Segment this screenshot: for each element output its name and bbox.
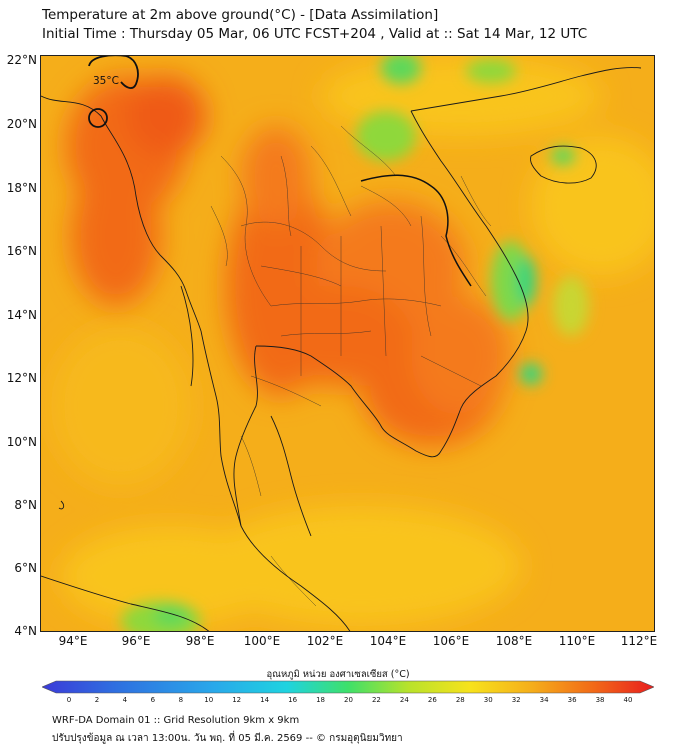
temperature-map: 35°C bbox=[40, 55, 655, 632]
colorbar-tick-label: 6 bbox=[150, 696, 156, 704]
colorbar bbox=[42, 680, 654, 694]
contour-label: 35°C bbox=[93, 75, 119, 87]
contour-35c bbox=[88, 56, 139, 128]
lon-label-94: 94°E bbox=[58, 634, 88, 648]
lon-label-104: 104°E bbox=[369, 634, 407, 648]
footer-update-info: ปรับปรุงข้อมูล ณ เวลา 13:00น. วัน พฤ. ที… bbox=[52, 733, 403, 744]
lat-label-18: 18°N bbox=[6, 181, 37, 195]
lon-label-96: 96°E bbox=[121, 634, 151, 648]
colorbar-tick-label: 12 bbox=[232, 696, 242, 704]
lon-label-106: 106°E bbox=[432, 634, 470, 648]
colorbar-tick-label: 34 bbox=[539, 696, 549, 704]
map-title: Temperature at 2m above ground(°C) - [Da… bbox=[42, 7, 439, 23]
colorbar-tick-label: 2 bbox=[94, 696, 100, 704]
lon-label-110: 110°E bbox=[558, 634, 596, 648]
colorbar-tick-label: 24 bbox=[399, 696, 409, 704]
colorbar-tick-label: 10 bbox=[204, 696, 214, 704]
lat-label-20: 20°N bbox=[6, 117, 37, 131]
lat-label-8: 8°N bbox=[14, 498, 37, 512]
lat-label-16: 16°N bbox=[6, 244, 37, 258]
colorbar-tick-label: 26 bbox=[427, 696, 437, 704]
colorbar-tick-label: 4 bbox=[122, 696, 128, 704]
colorbar-tick-label: 20 bbox=[344, 696, 353, 704]
lat-label-12: 12°N bbox=[6, 371, 37, 385]
colorbar-title: อุณหภูมิ หน่วย องศาเซลเซียส (°C) bbox=[266, 669, 410, 680]
colorbar-tick-label: 18 bbox=[316, 696, 326, 704]
temperature-field: 35°C bbox=[41, 56, 654, 631]
colorbar-tick-label: 38 bbox=[595, 696, 605, 704]
lon-label-108: 108°E bbox=[495, 634, 533, 648]
colorbar-tick-label: 28 bbox=[455, 696, 465, 704]
colorbar-tick-label: 0 bbox=[66, 696, 72, 704]
colorbar-tick-label: 32 bbox=[511, 696, 521, 704]
colorbar-tick-label: 22 bbox=[371, 696, 381, 704]
colorbar-tick-label: 16 bbox=[288, 696, 298, 704]
colorbar-tick-label: 40 bbox=[623, 696, 633, 704]
national-border bbox=[360, 174, 472, 287]
colorbar-tick-label: 14 bbox=[260, 696, 270, 704]
lon-label-100: 100°E bbox=[243, 634, 281, 648]
hot-zones bbox=[66, 76, 511, 446]
lat-label-10: 10°N bbox=[6, 435, 37, 449]
lon-label-112: 112°E bbox=[620, 634, 658, 648]
lat-label-22: 22°N bbox=[6, 53, 37, 67]
colorbar-tick-label: 8 bbox=[178, 696, 184, 704]
lat-label-6: 6°N bbox=[14, 561, 37, 575]
cool-zones bbox=[121, 56, 589, 631]
lon-label-98: 98°E bbox=[185, 634, 215, 648]
colorbar-tick-label: 30 bbox=[483, 696, 493, 704]
lat-label-4: 4°N bbox=[14, 624, 37, 638]
map-subtitle: Initial Time : Thursday 05 Mar, 06 UTC F… bbox=[42, 26, 588, 42]
coastlines bbox=[41, 67, 642, 631]
colorbar-tick-label: 36 bbox=[567, 696, 577, 704]
lat-label-14: 14°N bbox=[6, 308, 37, 322]
footer-model-info: WRF-DA Domain 01 :: Grid Resolution 9km … bbox=[52, 715, 300, 726]
lon-label-102: 102°E bbox=[306, 634, 344, 648]
province-borders bbox=[210, 125, 492, 607]
